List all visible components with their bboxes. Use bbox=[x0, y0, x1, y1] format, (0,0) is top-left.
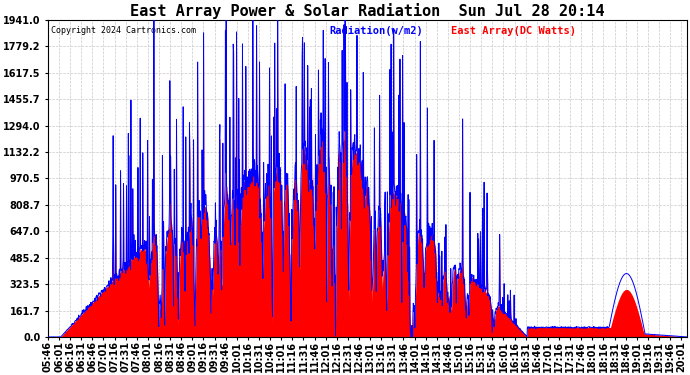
Text: East Array(DC Watts): East Array(DC Watts) bbox=[451, 26, 575, 36]
Title: East Array Power & Solar Radiation  Sun Jul 28 20:14: East Array Power & Solar Radiation Sun J… bbox=[130, 3, 605, 19]
Text: Radiation(w/m2): Radiation(w/m2) bbox=[329, 26, 423, 36]
Text: Copyright 2024 Cartronics.com: Copyright 2024 Cartronics.com bbox=[51, 26, 196, 35]
